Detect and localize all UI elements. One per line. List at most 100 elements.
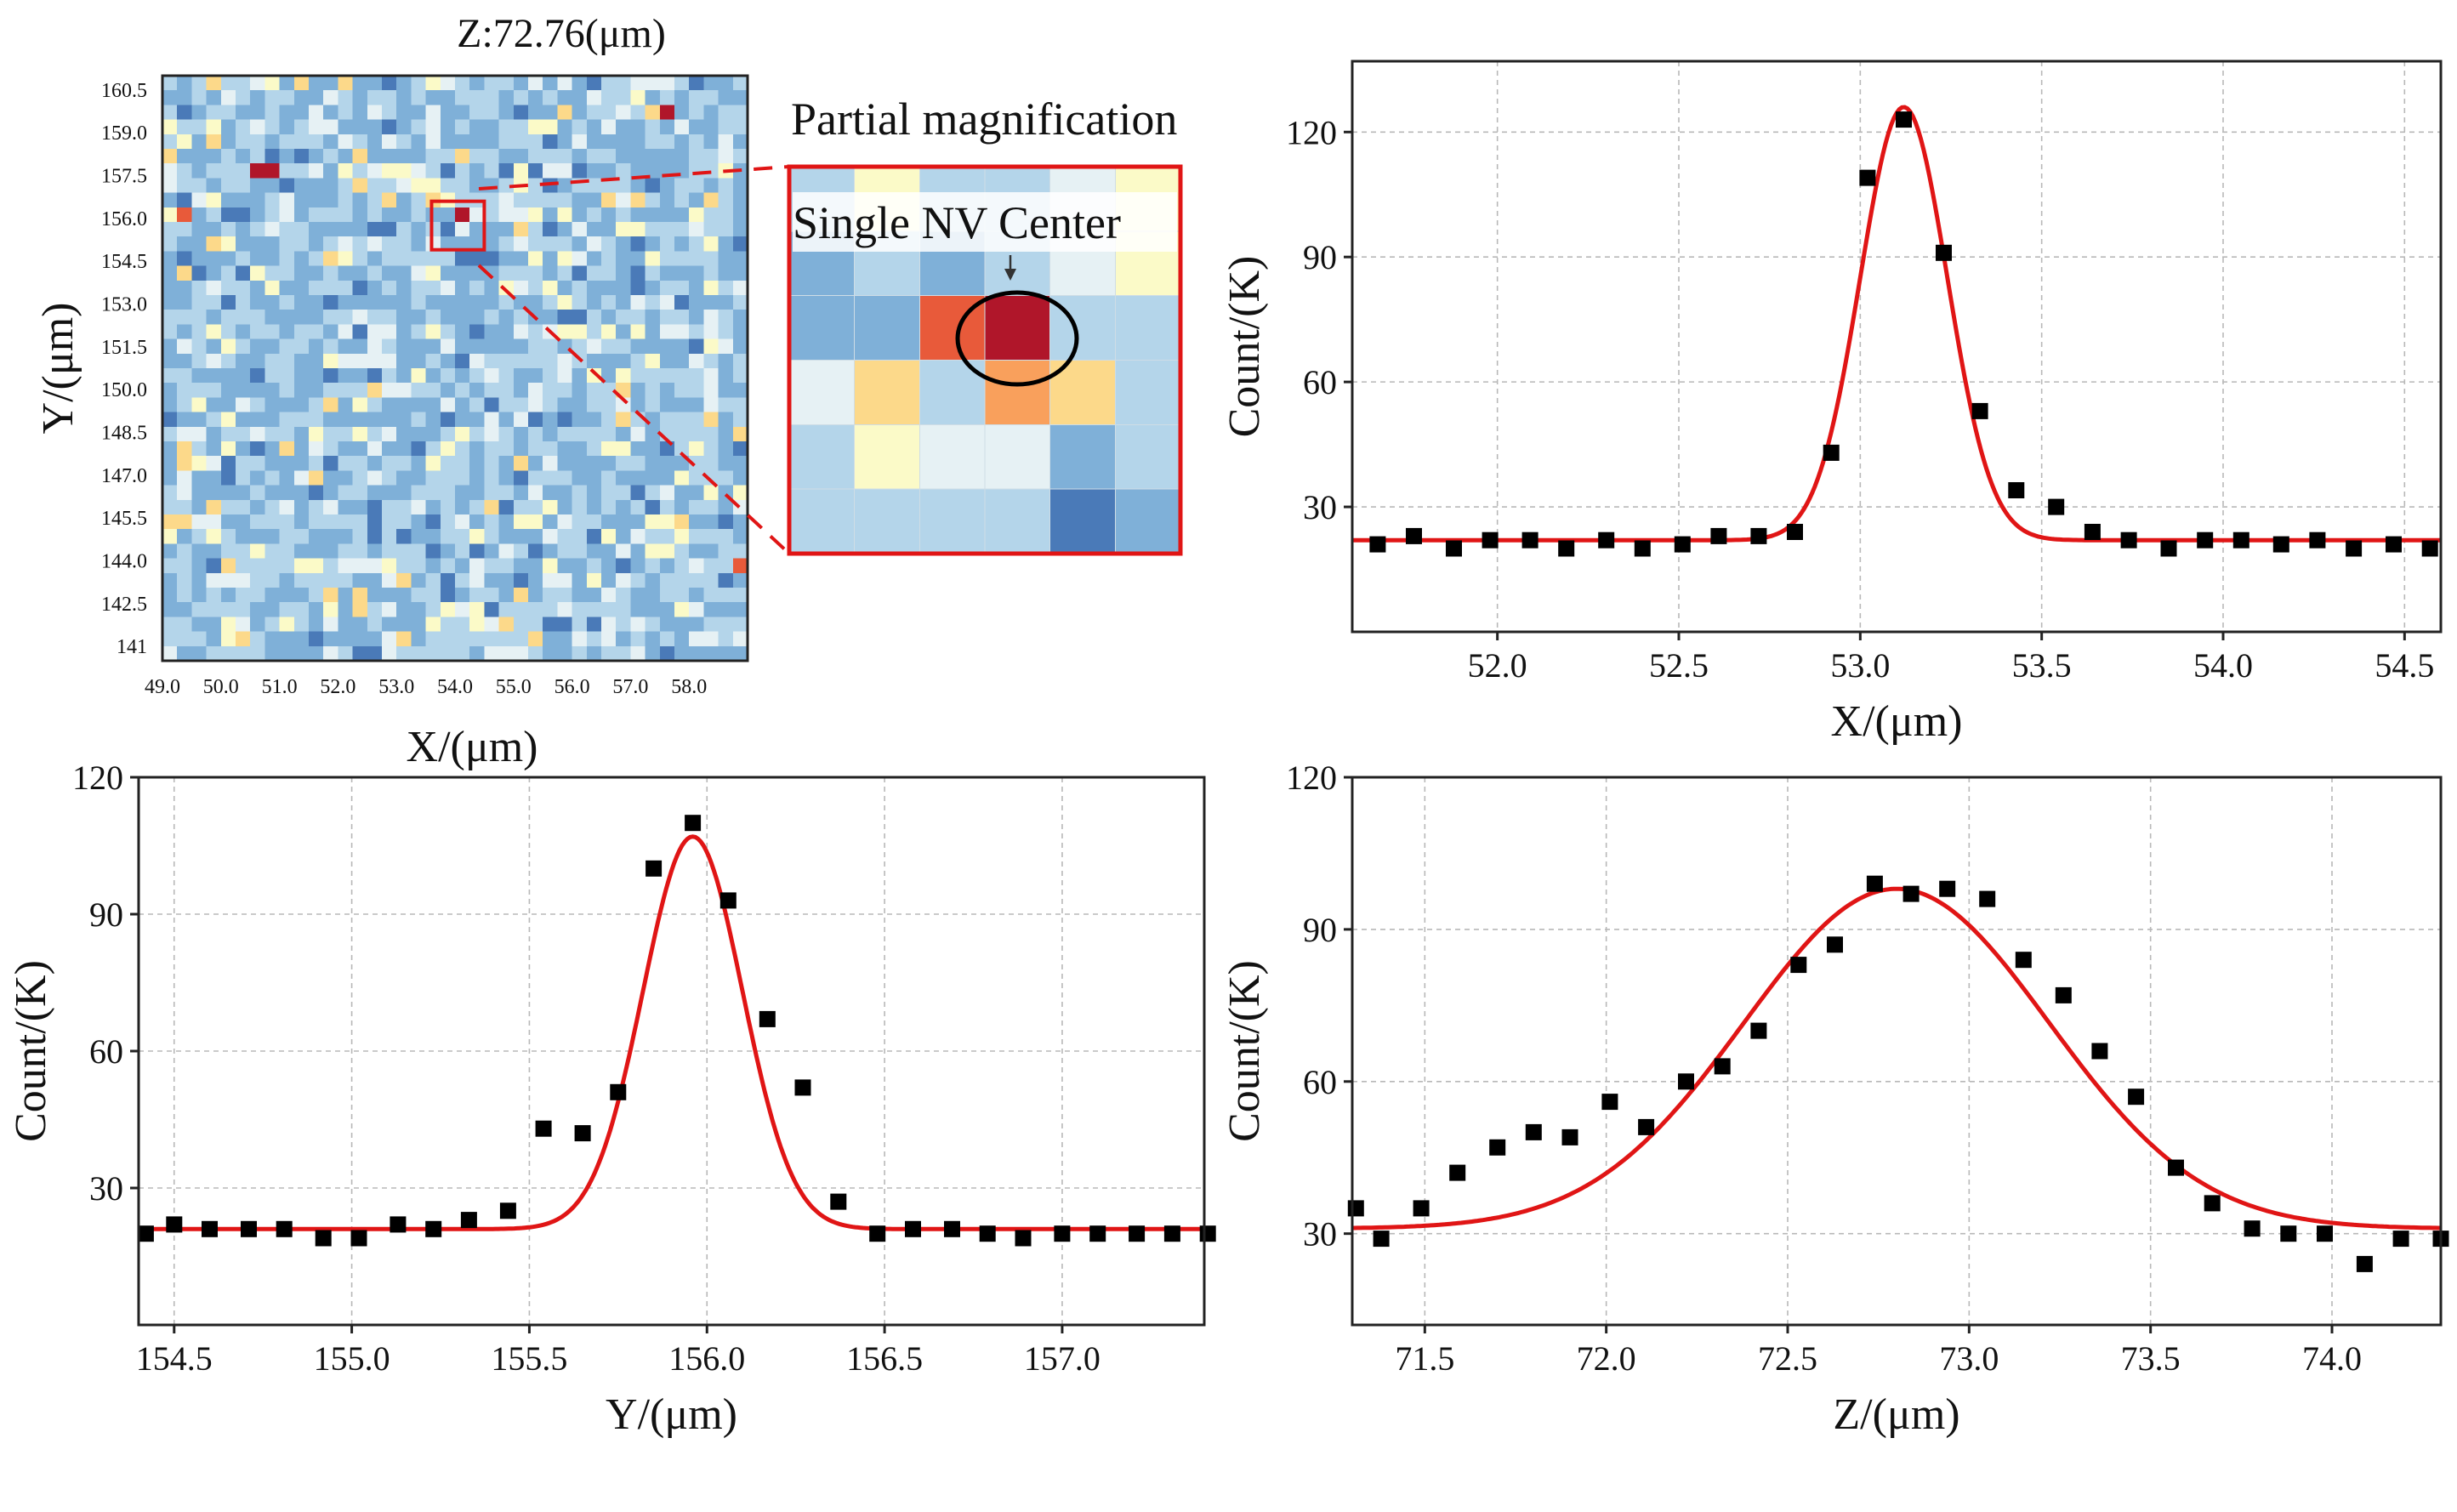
- heatmap-cell: [162, 617, 178, 633]
- heatmap-cell: [659, 645, 675, 662]
- z-profile-data-point: [2015, 952, 2032, 969]
- heatmap-cell: [718, 338, 734, 355]
- heatmap-cell: [220, 383, 236, 398]
- heatmap-cell: [309, 222, 324, 237]
- heatmap-cell: [469, 353, 485, 369]
- heatmap-cell: [718, 397, 734, 413]
- heatmap-cell: [264, 280, 281, 296]
- heatmap-cell: [630, 251, 646, 267]
- heatmap-cell: [543, 383, 558, 398]
- heatmap-cell: [162, 310, 178, 325]
- y-profile-data-point: [905, 1220, 921, 1237]
- heatmap-cell: [309, 441, 324, 457]
- heatmap-cell: [338, 645, 354, 662]
- heatmap-panel: Z:72.76(μm) 49.0 50.0 51.0 52.0 53.0 54.0 55.0…: [34, 11, 749, 771]
- heatmap-cell: [382, 631, 397, 647]
- heatmap-cell: [484, 265, 500, 281]
- heatmap-cell: [191, 543, 208, 560]
- heatmap-cell: [162, 602, 178, 617]
- heatmap-cell: [382, 105, 397, 121]
- heatmap-cell: [689, 572, 704, 588]
- heatmap-cell: [601, 280, 617, 296]
- heatmap-cell: [250, 602, 265, 617]
- heatmap-cell: [659, 383, 675, 398]
- heatmap-cell: [586, 251, 602, 267]
- heatmap-cell: [352, 90, 368, 105]
- heatmap-cell: [425, 602, 441, 617]
- heatmap-cell: [645, 310, 661, 325]
- heatmap-cell: [718, 178, 734, 194]
- heatmap-cells: [162, 76, 748, 662]
- heatmap-cell: [484, 222, 500, 237]
- heatmap-cell: [323, 368, 338, 384]
- heatmap-cell: [469, 207, 485, 223]
- heatmap-cell: [689, 119, 704, 135]
- heatmap-cell: [206, 163, 222, 179]
- heatmap-cell: [382, 412, 397, 428]
- heatmap-cell: [689, 149, 704, 164]
- heatmap-cell: [382, 499, 397, 515]
- heatmap-cell: [674, 631, 690, 647]
- heatmap-cell: [630, 617, 646, 633]
- heatmap-cell: [659, 251, 675, 267]
- heatmap-cell: [177, 236, 192, 252]
- heatmap-cell: [718, 236, 734, 252]
- heatmap-cell: [659, 178, 675, 194]
- heatmap-cell: [177, 222, 192, 237]
- heatmap-cell: [543, 76, 558, 91]
- heatmap-cell: [498, 119, 515, 135]
- heatmap-cell: [601, 207, 617, 223]
- heatmap-cell: [236, 543, 251, 560]
- heatmap-cell: [352, 338, 368, 355]
- heatmap-cell: [367, 602, 383, 617]
- heatmap-cell: [367, 207, 383, 223]
- heatmap-cell: [411, 558, 427, 574]
- heatmap-cell: [352, 222, 368, 237]
- heatmap-cell: [236, 602, 251, 617]
- y-profile-x-tick-label: 155.5: [491, 1339, 567, 1378]
- y-profile-data-point: [166, 1216, 183, 1233]
- heatmap-cell: [689, 134, 704, 150]
- heatmap-cell: [293, 76, 310, 91]
- heatmap-cell: [250, 119, 265, 135]
- heatmap-cell: [528, 543, 543, 560]
- heatmap-cell: [220, 265, 236, 281]
- heatmap-cell: [645, 368, 661, 384]
- heatmap-cell: [440, 280, 456, 296]
- heatmap-cell: [616, 368, 631, 384]
- heatmap-cell: [250, 251, 265, 267]
- heatmap-cell: [440, 310, 456, 325]
- heatmap-cell: [689, 105, 704, 121]
- heatmap-cell: [206, 353, 222, 369]
- heatmap-cell: [543, 280, 558, 296]
- heatmap-cell: [557, 426, 573, 442]
- heatmap-cell: [220, 645, 236, 662]
- heatmap-cell: [732, 353, 748, 369]
- heatmap-cell: [528, 353, 543, 369]
- heatmap-cell: [498, 485, 515, 501]
- heatmap-cell: [309, 645, 324, 662]
- heatmap-cell: [616, 236, 631, 252]
- heatmap-cell: [162, 529, 178, 544]
- z-profile-x-tick-label: 73.5: [2121, 1339, 2181, 1378]
- heatmap-cell: [616, 499, 631, 515]
- heatmap-cell: [425, 631, 441, 647]
- heatmap-cell: [543, 543, 558, 560]
- heatmap-cell: [543, 397, 558, 413]
- heatmap-cell: [309, 251, 324, 267]
- heatmap-cell: [455, 617, 470, 633]
- heatmap-cell: [484, 207, 500, 223]
- heatmap-cell: [352, 236, 368, 252]
- heatmap-cell: [586, 645, 602, 662]
- inset-cell: [1049, 488, 1117, 555]
- y-profile-data-point: [610, 1083, 627, 1100]
- heatmap-cell: [557, 295, 573, 310]
- heatmap-cell: [440, 397, 456, 413]
- heatmap-cell: [645, 178, 661, 194]
- heatmap-cell: [279, 441, 295, 457]
- heatmap-cell: [601, 178, 617, 194]
- heatmap-cell: [293, 499, 310, 515]
- heatmap-cell: [498, 105, 515, 121]
- heatmap-cell: [309, 470, 324, 486]
- heatmap-cell: [616, 222, 631, 237]
